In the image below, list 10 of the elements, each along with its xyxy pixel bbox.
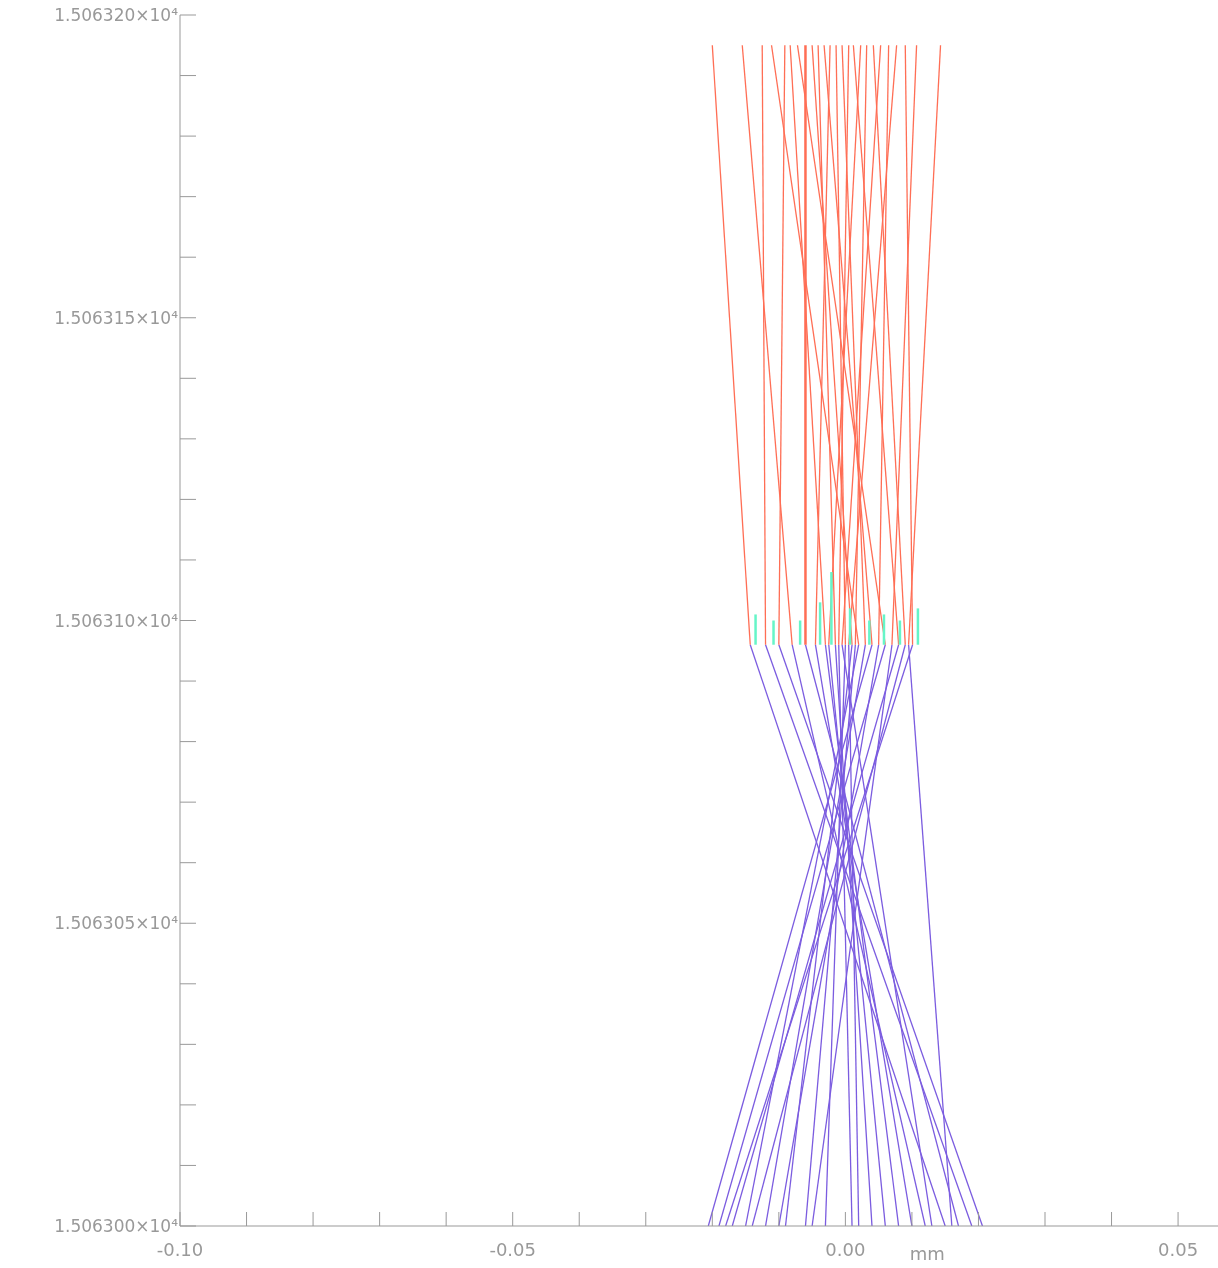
x-tick-label: -0.05 <box>489 1239 536 1260</box>
y-tick-label: 1.506315×10⁴ <box>54 307 179 328</box>
x-axis-title: mm <box>909 1243 945 1264</box>
y-tick-label: 1.506310×10⁴ <box>54 610 179 631</box>
y-tick-label: 1.506300×10⁴ <box>54 1216 179 1236</box>
x-tick-label: 0.05 <box>1158 1239 1199 1260</box>
y-tick-label: 1.506305×10⁴ <box>54 913 179 934</box>
x-tick-label: 0.00 <box>825 1239 866 1260</box>
x-tick-label: -0.10 <box>156 1239 204 1260</box>
y-tick-label: 1.506320×10⁴ <box>54 5 179 25</box>
